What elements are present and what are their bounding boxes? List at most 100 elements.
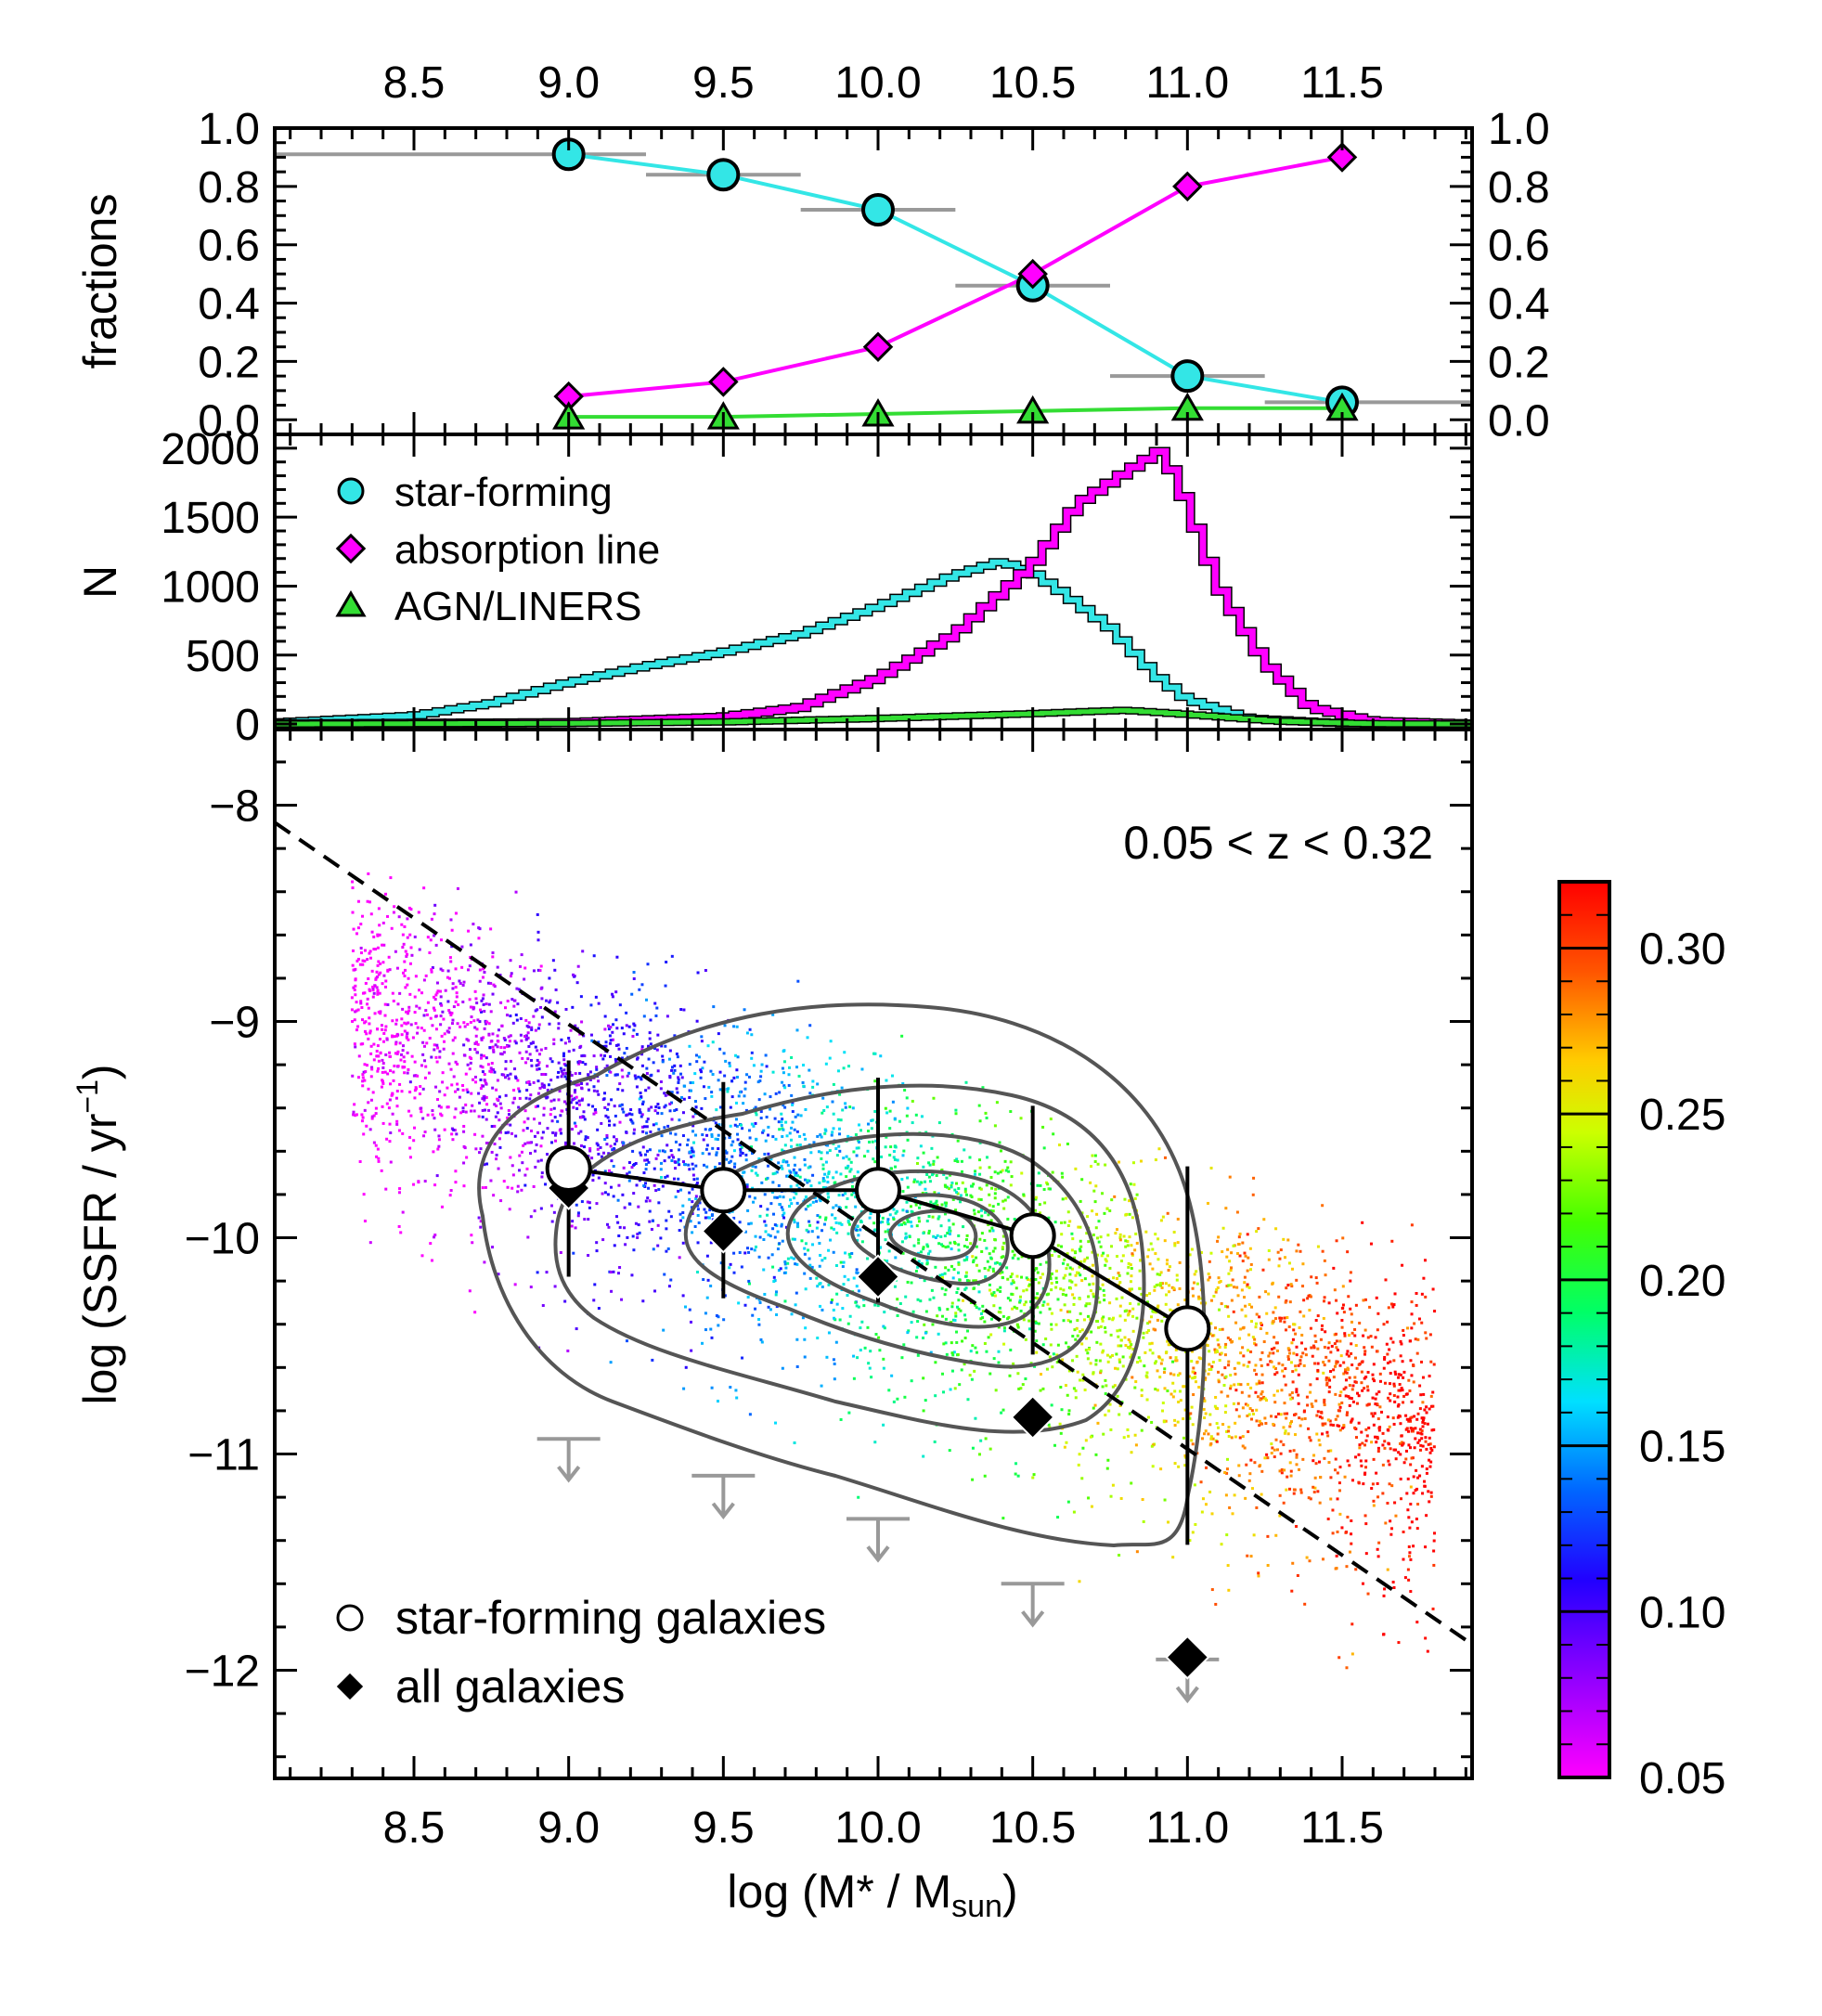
galaxy-dot [434, 1027, 438, 1031]
galaxy-dot [1414, 1437, 1417, 1441]
galaxy-dot [1415, 1518, 1418, 1521]
galaxy-dot [1108, 1402, 1112, 1406]
galaxy-dot [1248, 1472, 1252, 1476]
galaxy-dot [674, 1140, 678, 1144]
galaxy-dot [1217, 1378, 1221, 1382]
galaxy-dot [484, 1185, 487, 1189]
galaxy-dot [783, 1262, 787, 1266]
galaxy-dot [1050, 1312, 1053, 1315]
galaxy-dot [893, 1144, 897, 1148]
galaxy-dot [454, 1181, 458, 1184]
galaxy-dot [1009, 1183, 1013, 1187]
galaxy-dot [1008, 1299, 1012, 1302]
galaxy-dot [815, 1199, 819, 1203]
galaxy-dot [1292, 1488, 1296, 1492]
galaxy-dot [1324, 1273, 1327, 1277]
galaxy-dot [796, 1174, 800, 1178]
galaxy-dot [398, 1187, 402, 1191]
galaxy-dot [823, 1218, 827, 1221]
galaxy-dot [517, 988, 521, 991]
galaxy-dot [782, 1211, 786, 1215]
galaxy-dot [1099, 1342, 1103, 1346]
galaxy-dot [985, 1156, 989, 1159]
galaxy-dot [1390, 1484, 1394, 1488]
absorption-point [1326, 142, 1358, 173]
galaxy-dot [424, 1065, 428, 1068]
galaxy-dot [1188, 1416, 1192, 1420]
galaxy-dot [497, 1040, 500, 1043]
galaxy-dot [1326, 1518, 1330, 1521]
galaxy-dot [454, 911, 458, 915]
galaxy-dot [778, 1128, 782, 1131]
galaxy-dot [413, 1096, 417, 1100]
galaxy-dot [485, 1103, 489, 1106]
galaxy-dot [914, 1113, 918, 1117]
galaxy-dot [385, 1037, 389, 1040]
galaxy-dot [801, 1080, 805, 1084]
galaxy-dot [764, 1230, 768, 1234]
galaxy-dot [608, 1034, 612, 1038]
galaxy-dot [538, 969, 542, 973]
galaxy-dot [1361, 1389, 1364, 1392]
galaxy-dot [950, 1181, 954, 1184]
galaxy-dot [663, 1159, 666, 1163]
galaxy-dot [558, 1090, 562, 1093]
galaxy-dot [433, 1183, 437, 1187]
galaxy-dot [757, 1323, 761, 1326]
galaxy-dot [963, 1245, 966, 1248]
galaxy-dot [1191, 1376, 1195, 1380]
galaxy-dot [499, 1106, 503, 1110]
galaxy-dot [1397, 1373, 1401, 1376]
galaxy-dot [834, 1340, 838, 1344]
galaxy-dot [957, 1271, 961, 1274]
galaxy-dot [1108, 1208, 1112, 1212]
galaxy-dot [993, 1247, 997, 1250]
galaxy-dot [1259, 1326, 1262, 1330]
galaxy-dot [362, 1132, 366, 1136]
galaxy-dot [1348, 1550, 1351, 1554]
galaxy-dot [780, 1112, 783, 1116]
galaxy-dot [637, 1075, 640, 1079]
galaxy-dot [1056, 1298, 1060, 1301]
galaxy-dot [697, 1055, 701, 1059]
galaxy-dot [781, 1208, 784, 1211]
galaxy-dot [787, 1205, 791, 1208]
galaxy-dot [456, 1022, 459, 1026]
galaxy-dot [401, 1007, 405, 1011]
galaxy-dot [997, 1325, 1001, 1329]
galaxy-dot [912, 1244, 916, 1247]
galaxy-dot [1036, 1292, 1040, 1296]
galaxy-dot [975, 1245, 978, 1248]
galaxy-dot [523, 1109, 527, 1113]
galaxy-dot [407, 1109, 411, 1113]
galaxy-dot [1294, 1413, 1298, 1416]
galaxy-dot [368, 956, 372, 960]
galaxy-dot [630, 1273, 634, 1277]
galaxy-dot [357, 1054, 361, 1058]
galaxy-dot [795, 1262, 799, 1266]
galaxy-dot [1251, 1412, 1255, 1415]
galaxy-dot [467, 929, 471, 933]
galaxy-dot [1068, 1320, 1072, 1324]
galaxy-dot [940, 1275, 944, 1279]
galaxy-dot [760, 1063, 764, 1066]
galaxy-dot [611, 992, 614, 996]
galaxy-dot [638, 1231, 641, 1234]
galaxy-dot [1064, 1273, 1067, 1277]
galaxy-dot [451, 1052, 455, 1055]
galaxy-dot [631, 1121, 635, 1125]
galaxy-dot [747, 1075, 751, 1079]
galaxy-dot [842, 1066, 846, 1070]
galaxy-dot [691, 1081, 695, 1085]
galaxy-dot [1345, 1371, 1349, 1375]
galaxy-dot [1183, 1299, 1187, 1302]
galaxy-dot [1396, 1404, 1400, 1408]
galaxy-dot [453, 1129, 457, 1132]
galaxy-dot [665, 1219, 668, 1222]
galaxy-dot [1091, 1274, 1094, 1278]
galaxy-dot [1200, 1437, 1204, 1441]
galaxy-dot [418, 948, 421, 951]
galaxy-dot [717, 1324, 720, 1327]
galaxy-dot [891, 1100, 895, 1104]
galaxy-dot [1338, 1512, 1342, 1516]
